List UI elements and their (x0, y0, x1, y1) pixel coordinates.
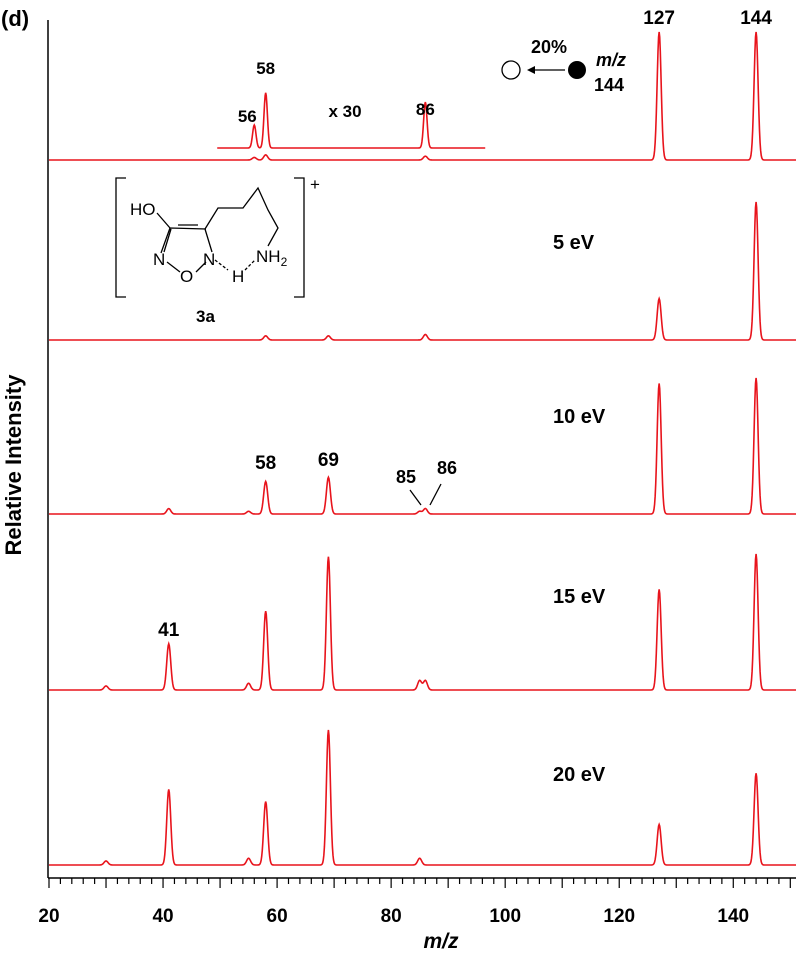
peak-label-127: 127 (643, 8, 675, 29)
collision-energy-label: 5 eV (553, 232, 595, 254)
atom-nh2: NH2 (256, 247, 288, 269)
structure-3a (115, 177, 305, 298)
peak-annotations: 127 144 56 58 86 x 30 58 69 85 86 41 5 eV 10 eV 15 eV… (158, 8, 772, 786)
inset-peak-label-58: 58 (256, 59, 275, 78)
x-tick-label: 140 (717, 906, 749, 927)
spectrum-trace (49, 31, 796, 161)
atom-ho: HO (130, 200, 156, 219)
ring-bonds (160, 224, 213, 273)
peak-label-41: 41 (158, 620, 180, 641)
leader-line-85 (409, 489, 422, 506)
atom-h: H (232, 267, 244, 286)
peak-label-85: 85 (396, 467, 416, 487)
peak-label-58: 58 (255, 453, 276, 474)
collision-energy-label: 10 eV (553, 406, 606, 428)
x-tick-label: 80 (381, 906, 402, 927)
inset-peak-label-56: 56 (238, 107, 257, 126)
x-tick-label: 40 (152, 906, 173, 927)
charge-symbol: + (310, 175, 320, 194)
compound-label: 3a (196, 307, 215, 326)
spectrum-trace (49, 553, 796, 691)
collision-energy-label: 15 eV (553, 586, 606, 608)
spectra-traces (49, 31, 796, 866)
x-axis-ticks: 20 40 60 80 100 120 140 (38, 878, 791, 927)
inset-peak-label-86: 86 (416, 100, 435, 119)
structure-labels: HO N O N H NH2 + 3a (130, 175, 320, 326)
atom-n-left: N (153, 250, 165, 269)
x-tick-label: 100 (489, 906, 521, 927)
atom-n-right: N (203, 250, 215, 269)
leader-line-86 (429, 483, 442, 506)
spectrum-trace (49, 377, 796, 515)
peak-label-69: 69 (318, 450, 339, 471)
atom-o-ring: O (180, 267, 193, 286)
left-bracket (115, 177, 126, 298)
hbond-dashes (214, 259, 229, 271)
x-tick-label: 120 (603, 906, 635, 927)
x-tick-label: 20 (38, 906, 59, 927)
inset-scale-label: x 30 (328, 102, 361, 121)
arrow-head-icon (527, 66, 535, 74)
spectrum-trace (49, 729, 796, 866)
chain-bonds (204, 186, 279, 247)
right-bracket (294, 177, 305, 298)
precursor-percent: 20% (531, 37, 567, 57)
collision-energy-label: 20 eV (553, 764, 606, 786)
filled-circle-icon (568, 61, 586, 79)
hbond-dashes-2 (244, 259, 256, 271)
x-axis-label: m/z (423, 930, 459, 953)
peak-label-144: 144 (740, 8, 772, 29)
y-axis-label: Relative Intensity (1, 374, 26, 556)
spectrum-trace (49, 201, 796, 341)
ho-bond (156, 212, 171, 229)
panel-label: (d) (1, 6, 29, 31)
precursor-note: 20% m/z 144 (501, 37, 626, 95)
open-circle-icon (501, 60, 521, 80)
peak-label-86: 86 (437, 458, 457, 478)
x-tick-label: 60 (267, 906, 288, 927)
precursor-mz-value: 144 (594, 75, 624, 95)
inset-trace (217, 92, 486, 149)
precursor-mz-label: m/z (596, 50, 626, 70)
